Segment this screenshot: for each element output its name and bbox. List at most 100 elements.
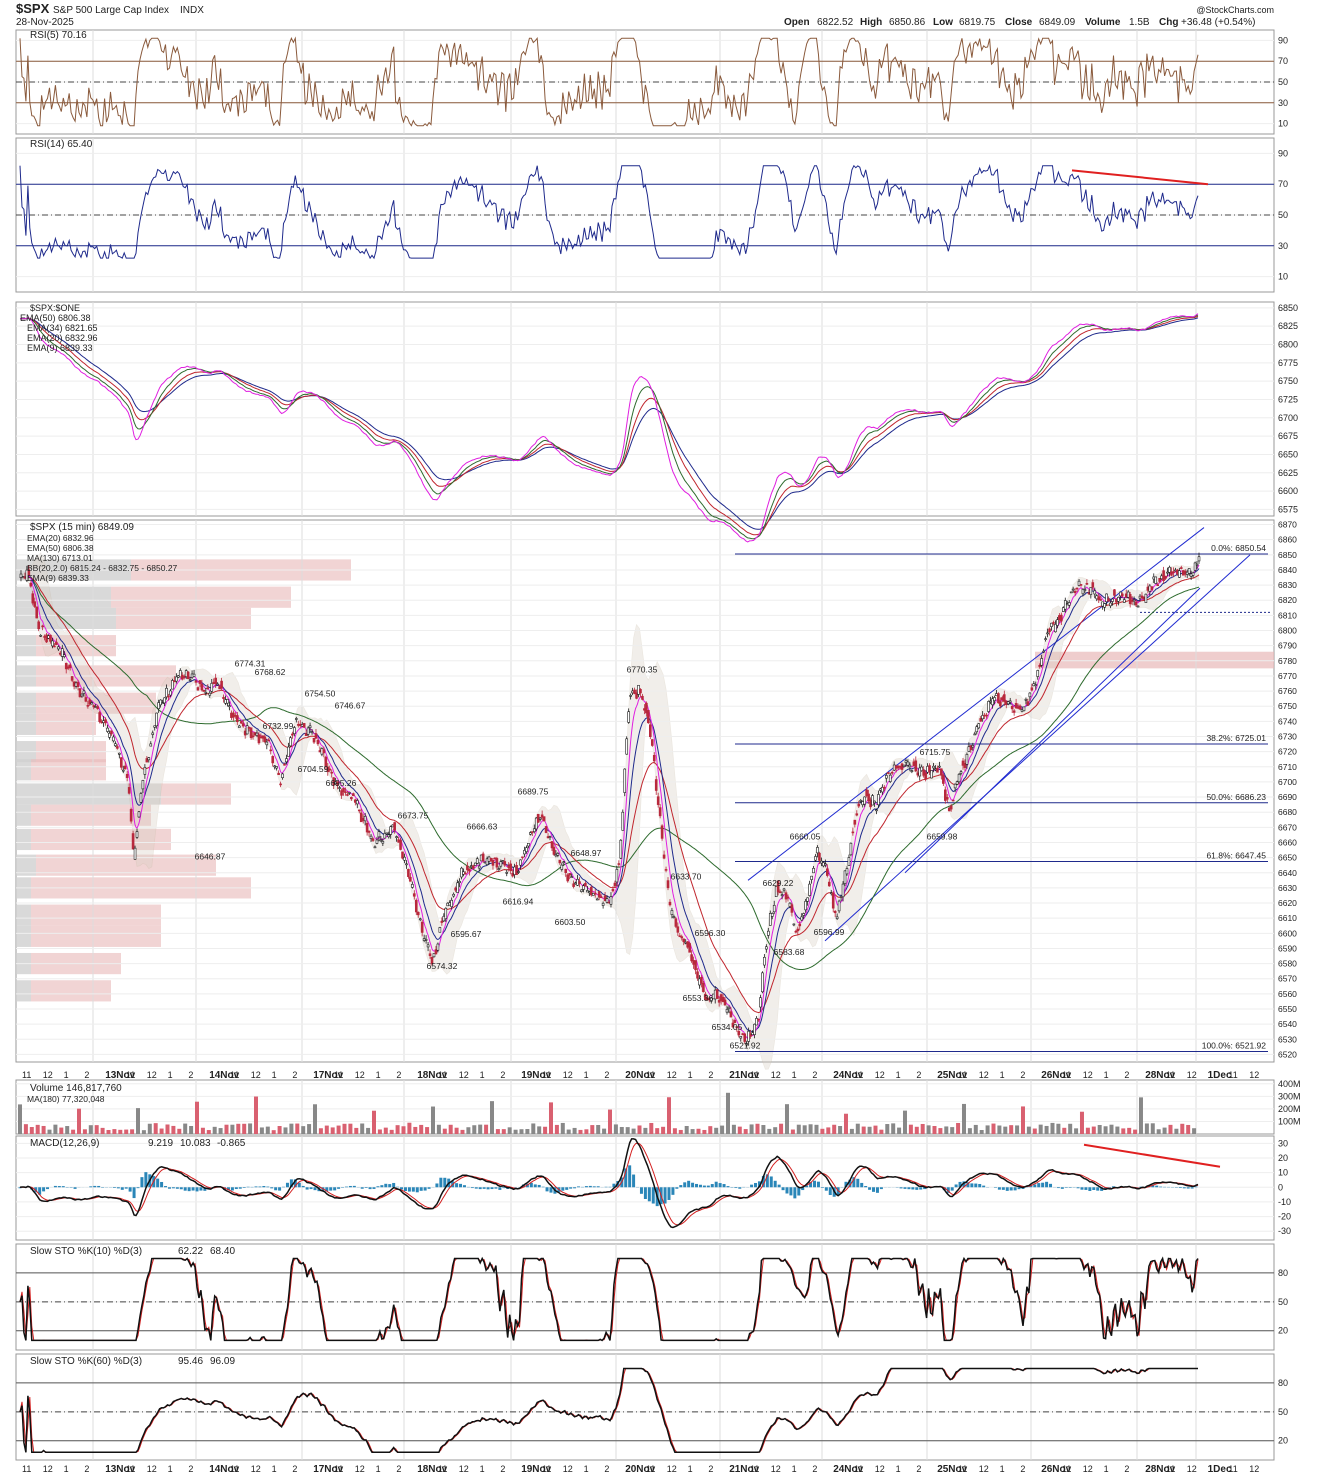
candle-body — [485, 858, 489, 865]
candle-body — [871, 795, 874, 806]
candle-body — [1140, 595, 1144, 599]
x-axis-label: 11 — [334, 1464, 343, 1474]
candle-body — [192, 673, 196, 677]
macd-histogram-bar — [1064, 1187, 1068, 1188]
volume-bar — [495, 1129, 500, 1134]
volume-bar — [29, 1127, 34, 1134]
price-legend-ema20: EMA(20) 6832.96 — [27, 533, 94, 543]
volume-bar — [773, 1127, 778, 1134]
macd-histogram-bar — [439, 1177, 443, 1188]
candle-body — [283, 763, 286, 766]
sto60-d-value: 96.09 — [210, 1356, 235, 1367]
price-annotation: 6596.99 — [814, 927, 845, 937]
candle-body — [794, 930, 798, 933]
candle-body — [944, 789, 947, 801]
candle-body — [324, 756, 328, 767]
y-tick-label: 10 — [1278, 119, 1288, 129]
macd-histogram-bar — [907, 1187, 911, 1190]
x-axis-label: 1 — [792, 1464, 797, 1474]
y-tick-label: 6850 — [1278, 550, 1297, 560]
volume-bar — [242, 1123, 247, 1134]
price-annotation: 6754.50 — [305, 688, 336, 698]
candle-body — [1187, 568, 1191, 574]
y-tick-label: 6700 — [1278, 777, 1297, 787]
x-axis-label: 1 — [1104, 1070, 1109, 1080]
candle-body — [531, 831, 534, 833]
y-tick-label: 20 — [1278, 1153, 1288, 1163]
candle-body — [436, 943, 440, 951]
volume-bar — [265, 1126, 270, 1134]
candle-body — [1099, 599, 1102, 601]
volume-bar — [466, 1127, 471, 1134]
macd-histogram-bar — [1013, 1187, 1017, 1191]
candle-body — [293, 727, 296, 734]
x-axis-label: 1Dec — [1208, 1464, 1232, 1475]
y-tick-label: 6530 — [1278, 1034, 1297, 1044]
macd-histogram-bar — [443, 1177, 447, 1188]
volume-bar — [985, 1125, 990, 1134]
candle-body — [717, 999, 721, 1003]
candle-body — [322, 749, 326, 754]
candle-body — [452, 893, 455, 897]
volume-bar — [118, 1129, 123, 1134]
candle-body — [704, 993, 707, 1000]
macd-histogram-bar — [632, 1174, 636, 1188]
x-axis-label: 12 — [667, 1464, 677, 1474]
macd-histogram-bar — [982, 1185, 986, 1188]
candle-body — [1075, 587, 1079, 590]
macd-histogram-bar — [191, 1187, 195, 1191]
candle-body — [1030, 687, 1034, 691]
candle-body — [796, 928, 800, 932]
volume-bar — [23, 1124, 28, 1134]
ma130-line — [19, 575, 1200, 970]
candle-body — [110, 730, 113, 735]
x-axis-label: 11 — [126, 1464, 135, 1474]
candle-body — [82, 690, 86, 694]
candle-body — [971, 745, 975, 748]
volume-bar — [200, 1127, 205, 1134]
price-annotation: 6646.87 — [195, 851, 226, 861]
macd-histogram-bar — [1060, 1187, 1064, 1189]
candle-body — [804, 900, 807, 911]
candle-body — [352, 793, 355, 797]
macd-histogram-bar — [93, 1185, 97, 1188]
y-tick-label: 6775 — [1278, 358, 1298, 368]
macd-histogram-bar — [1041, 1182, 1045, 1188]
candle-body — [255, 732, 259, 736]
candle-body — [1103, 603, 1106, 608]
macd-histogram-bar — [698, 1184, 702, 1188]
candle-body — [1010, 705, 1014, 710]
candle-body — [623, 768, 627, 793]
macd-histogram-bar — [388, 1184, 392, 1188]
macd-histogram-bar — [392, 1182, 396, 1188]
macd-histogram-bar — [1005, 1187, 1009, 1191]
macd-histogram-bar — [478, 1187, 482, 1190]
y-tick-label: -20 — [1278, 1212, 1291, 1222]
candle-body — [424, 939, 428, 941]
volume-by-price-up — [31, 804, 151, 826]
macd-signal-value: 10.083 — [180, 1138, 211, 1149]
candle-body — [694, 960, 697, 971]
volume-bar — [578, 1129, 583, 1134]
candle-body — [558, 859, 562, 864]
candle-body — [186, 671, 190, 680]
y-tick-label: -30 — [1278, 1226, 1291, 1236]
macd-histogram-bar — [860, 1182, 864, 1188]
macd-histogram-bar — [1151, 1184, 1155, 1188]
macd-histogram-bar — [596, 1186, 600, 1188]
candle-body — [222, 696, 225, 699]
x-axis-label: 21Nov — [729, 1070, 759, 1081]
volume-bar — [802, 1125, 807, 1134]
candle-body — [497, 868, 501, 870]
candle-body — [151, 732, 155, 735]
candle-body — [369, 835, 373, 839]
macd-histogram-bar — [403, 1187, 407, 1192]
volume-bar — [885, 1124, 890, 1134]
volume-bar — [283, 1127, 288, 1134]
y-tick-label: 6720 — [1278, 747, 1297, 757]
candle-body — [812, 868, 815, 874]
volume-by-price-down — [16, 904, 31, 926]
macd-histogram-bar — [773, 1180, 777, 1188]
volume-bar — [548, 1102, 553, 1134]
candle-body — [743, 1033, 747, 1042]
